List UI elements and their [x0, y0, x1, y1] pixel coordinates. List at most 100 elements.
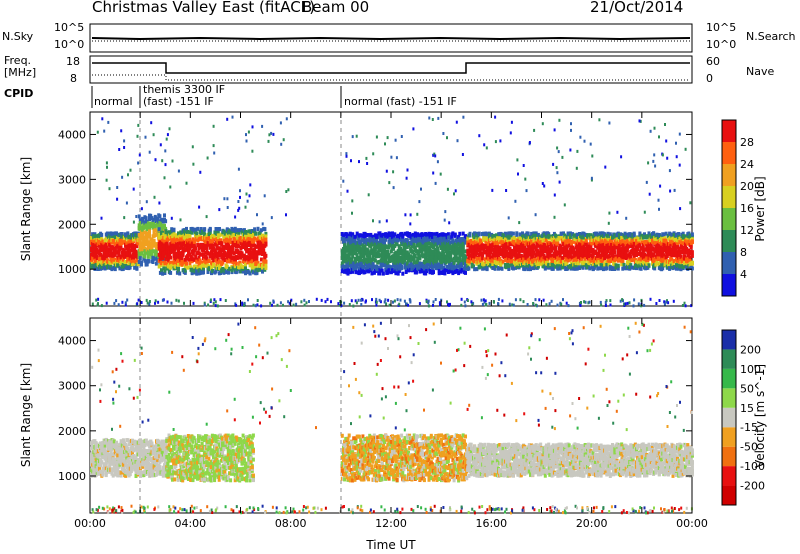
- range-time-cell: [391, 240, 394, 245]
- range-time-cell: [403, 231, 407, 236]
- range-time-cell: [253, 247, 257, 252]
- range-time-cell: [202, 267, 205, 272]
- range-time-cell: [484, 250, 488, 255]
- range-time-cell: [204, 239, 208, 244]
- range-time-cell: [244, 262, 247, 267]
- range-time-cell: [151, 218, 155, 222]
- range-time-cell: [507, 264, 511, 268]
- range-time-cell: [216, 257, 220, 262]
- range-time-cell: [340, 261, 344, 266]
- range-time-cell: [613, 250, 617, 255]
- range-time-cell: [164, 226, 168, 231]
- range-time-cell: [230, 231, 234, 236]
- range-time-cell: [554, 260, 557, 264]
- range-time-cell: [208, 254, 212, 259]
- range-time-cell: [605, 266, 609, 271]
- range-time-cell: [206, 270, 210, 274]
- freq-line: [92, 62, 690, 74]
- range-time-cell: [161, 271, 165, 276]
- range-time-cell: [211, 269, 215, 273]
- range-time-cell: [446, 270, 450, 274]
- range-time-cell: [369, 239, 373, 244]
- range-time-cell: [198, 233, 202, 238]
- range-time-cell: [422, 262, 426, 267]
- range-time-cell: [220, 232, 224, 237]
- range-time-cell: [475, 267, 479, 272]
- range-time-cell: [387, 253, 391, 258]
- range-time-cell: [474, 240, 478, 245]
- range-time-cell: [125, 240, 129, 245]
- range-time-cell: [443, 271, 447, 276]
- range-time-cell: [140, 251, 143, 256]
- range-time-cell: [436, 247, 440, 252]
- range-time-cell: [404, 270, 408, 274]
- range-time-cell: [100, 242, 104, 247]
- range-time-cell: [247, 260, 251, 265]
- freq-strip-frame: [89, 55, 693, 84]
- range-time-cell: [161, 259, 165, 263]
- range-time-cell: [442, 266, 446, 270]
- range-time-cell: [409, 258, 413, 263]
- range-time-cell: [409, 254, 413, 259]
- range-time-cell: [481, 266, 485, 271]
- range-time-cell: [411, 232, 415, 237]
- range-time-cell: [450, 258, 454, 263]
- range-time-cell: [419, 265, 423, 270]
- range-time-cell: [422, 266, 426, 271]
- range-time-cell: [445, 265, 449, 269]
- range-time-cell: [523, 267, 527, 272]
- range-time-cell: [143, 239, 147, 244]
- range-time-cell: [462, 266, 466, 271]
- range-time-cell: [264, 237, 268, 242]
- range-time-cell: [126, 248, 130, 253]
- range-time-cell: [505, 250, 508, 254]
- range-time-cell: [94, 258, 98, 263]
- range-time-cell: [164, 233, 168, 238]
- range-time-cell: [416, 260, 420, 265]
- range-time-cell: [342, 233, 345, 238]
- range-time-cell: [421, 254, 425, 259]
- range-time-cell: [457, 271, 461, 276]
- range-time-cell: [343, 237, 347, 242]
- range-time-cell: [170, 260, 174, 265]
- range-time-cell: [223, 267, 227, 272]
- range-time-cell: [263, 227, 267, 232]
- range-time-cell: [158, 214, 162, 219]
- range-time-cell: [499, 252, 503, 257]
- range-time-cell: [253, 236, 257, 241]
- range-time-cell: [163, 260, 167, 265]
- range-time-cell: [541, 238, 545, 243]
- range-time-cell: [195, 231, 199, 236]
- range-time-cell: [153, 228, 157, 233]
- range-time-cell: [502, 248, 506, 253]
- range-time-cell: [121, 266, 125, 271]
- range-time-cell: [256, 226, 260, 231]
- range-time-cell: [348, 248, 352, 253]
- range-time-cell: [524, 237, 528, 242]
- range-time-cell: [401, 237, 405, 242]
- range-time-cell: [231, 227, 235, 232]
- range-time-cell: [384, 233, 388, 238]
- range-time-cell: [173, 240, 177, 245]
- range-time-cell: [428, 234, 432, 239]
- range-time-cell: [159, 221, 163, 226]
- nave-line: [92, 74, 690, 81]
- range-time-cell: [157, 235, 161, 240]
- range-time-cell: [194, 246, 198, 251]
- range-time-cell: [395, 242, 399, 247]
- range-time-cell: [375, 233, 378, 238]
- range-time-cell: [452, 247, 456, 252]
- range-time-cell: [216, 239, 220, 244]
- range-time-cell: [345, 255, 349, 260]
- range-time-cell: [554, 245, 557, 250]
- range-time-cell: [150, 245, 154, 250]
- range-time-cell: [389, 249, 393, 254]
- range-time-cell: [387, 264, 391, 269]
- range-time-cell: [530, 266, 534, 270]
- range-time-cell: [128, 252, 132, 257]
- range-time-cell: [425, 244, 429, 249]
- range-time-cell: [458, 258, 462, 262]
- velocity-panel-frame: [89, 317, 693, 514]
- range-time-cell: [483, 266, 487, 271]
- range-time-cell: [221, 260, 225, 265]
